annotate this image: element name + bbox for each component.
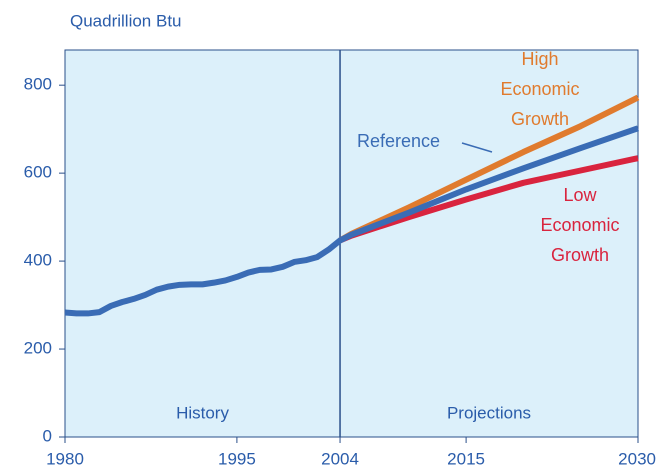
leader-line	[461, 142, 493, 153]
x-tick-label: 1995	[218, 449, 256, 468]
x-tick-label: 2030	[618, 449, 656, 468]
y-tick-label: 200	[24, 339, 52, 358]
y-tick-label: 600	[24, 163, 52, 182]
y-axis-label: Quadrillion Btu	[70, 11, 182, 30]
x-tick-label: 1980	[46, 449, 84, 468]
plot-area	[64, 49, 639, 438]
series-label: High Economic Growth	[500, 49, 580, 129]
y-tick-label: 400	[24, 251, 52, 270]
y-tick-label: 0	[43, 426, 52, 445]
x-tick-label: 2004	[321, 449, 359, 468]
series-label: Low Economic Growth	[540, 185, 620, 265]
annotation: Projections	[447, 403, 531, 422]
x-tick-label: 2015	[447, 449, 485, 468]
y-tick-label: 800	[24, 75, 52, 94]
annotation: History	[176, 403, 229, 422]
series-line	[64, 125, 639, 317]
series-label: Reference	[357, 131, 441, 151]
